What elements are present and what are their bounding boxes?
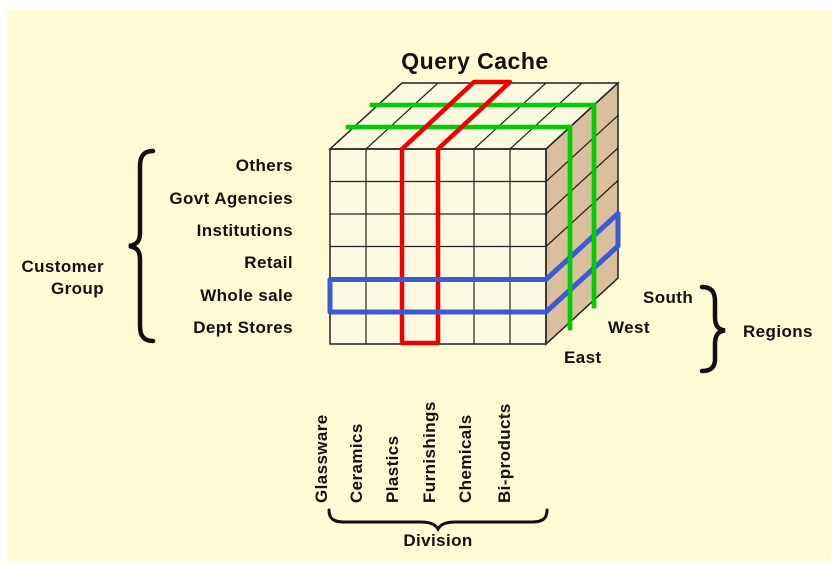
region-item-east: East [564, 348, 602, 367]
diagram-title: Query Cache [401, 48, 549, 74]
region-item-south: South [643, 288, 694, 307]
division-item-chemicals: Chemicals [456, 414, 475, 503]
division-dimension-label: Division [403, 531, 473, 550]
region-item-west: West [608, 318, 650, 337]
customer-group-item-dept-stores: Dept Stores [193, 318, 293, 337]
customer-group-label-line1: Customer [21, 257, 104, 276]
regions-dimension-label: Regions [743, 322, 813, 341]
customer-group-item-govt-agencies: Govt Agencies [169, 189, 293, 208]
red-division-slice-band [399, 79, 513, 346]
customer-group-label-line2: Group [51, 279, 104, 298]
division-brace [327, 508, 549, 532]
customer-group-item-others: Others [235, 156, 293, 175]
green-region-slice-band-front [567, 102, 597, 331]
customer-group-item-whole-sale: Whole sale [200, 286, 293, 305]
division-item-furnishings: Furnishings [420, 401, 439, 503]
blue-customer-slice-band [327, 211, 621, 315]
division-item-plastics: Plastics [383, 435, 402, 503]
regions-brace [699, 284, 726, 374]
division-item-glassware: Glassware [312, 414, 331, 503]
customer-group-item-institutions: Institutions [196, 221, 293, 240]
customer-group-brace [128, 148, 156, 344]
division-item-bi-products: Bi-products [495, 403, 514, 503]
customer-group-item-retail: Retail [244, 253, 293, 272]
division-item-ceramics: Ceramics [347, 423, 366, 503]
